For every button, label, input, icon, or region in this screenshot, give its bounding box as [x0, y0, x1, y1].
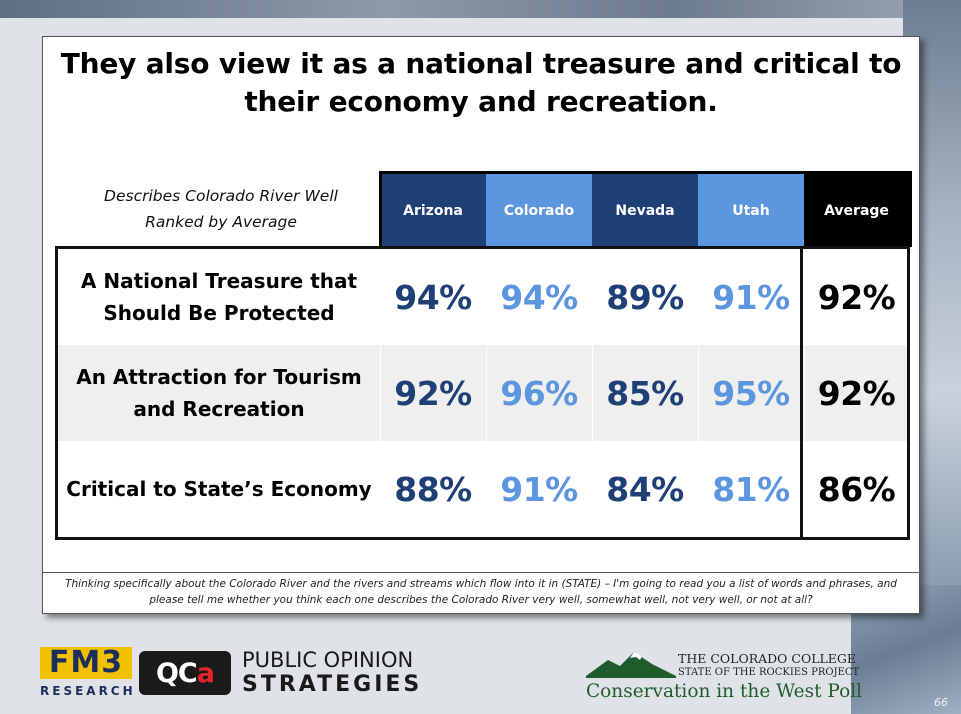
pos-logo-line-1: PUBLIC OPINION	[242, 648, 414, 672]
page-number: 66	[934, 696, 948, 709]
value-cell-arizona: 92%	[394, 373, 472, 413]
table-row: An Attraction for Tourism and Recreation 9…	[58, 345, 907, 441]
value-cell-arizona: 94%	[394, 277, 472, 317]
row-label-line-1: A National Treasure that	[80, 269, 358, 293]
pos-logo-line-2: STRATEGIES	[242, 672, 423, 697]
value-cell-nevada: 85%	[606, 373, 684, 413]
value-cell-colorado: 91%	[500, 469, 578, 509]
column-separator	[592, 249, 593, 345]
table-row: Critical to State’s Economy 88% 91% 84% 81% 8…	[58, 441, 907, 537]
column-separator	[486, 441, 487, 537]
background-top-band	[0, 0, 961, 18]
row-label: A National Treasure that Should Be Protec…	[58, 249, 380, 345]
row-label-line-2: Should Be Protected	[103, 301, 335, 325]
subheading-line-2: Ranked by Average	[145, 213, 297, 231]
fm3-research-logo: FM3 RESEARCH	[40, 647, 136, 699]
column-separator	[380, 345, 381, 441]
slide-card: They also view it as a national treasure…	[42, 36, 920, 614]
value-cell-average: 92%	[817, 277, 896, 317]
mountain-icon	[586, 652, 676, 678]
footnote-line-2: please tell me whether you think each on…	[149, 594, 813, 606]
value-cell-average: 86%	[817, 469, 896, 509]
qca-logo-letters: QC	[155, 657, 198, 689]
colorado-college-line-2: STATE OF THE ROCKIES PROJECT	[678, 667, 860, 678]
subheading-line-1: Describes Colorado River Well	[104, 187, 338, 205]
table-subheading: Describes Colorado River Well Ranked by …	[61, 183, 381, 235]
column-separator	[380, 249, 381, 345]
footnote-rule	[43, 572, 919, 573]
value-cell-utah: 81%	[712, 469, 790, 509]
qca-logo: QC a	[139, 651, 231, 695]
column-separator	[380, 441, 381, 537]
column-separator	[698, 345, 699, 441]
column-separator	[804, 441, 805, 537]
value-cell-nevada: 84%	[606, 469, 684, 509]
average-column-divider	[800, 246, 803, 540]
row-label: An Attraction for Tourism and Recreation	[58, 345, 380, 441]
column-separator	[804, 345, 805, 441]
column-header-utah: Utah	[698, 174, 804, 247]
column-separator	[592, 441, 593, 537]
value-cell-colorado: 94%	[500, 277, 578, 317]
column-separator	[592, 345, 593, 441]
row-label-line-1: Critical to State’s Economy	[66, 477, 372, 501]
column-header-colorado: Colorado	[486, 174, 592, 247]
row-label-line-2: and Recreation	[133, 397, 305, 421]
question-footnote: Thinking specifically about the Colorado…	[43, 576, 919, 608]
column-separator	[698, 249, 699, 345]
column-separator	[486, 249, 487, 345]
column-header-nevada: Nevada	[592, 174, 698, 247]
slide-title: They also view it as a national treasure…	[60, 47, 902, 118]
value-cell-utah: 95%	[712, 373, 790, 413]
fm3-logo-word: RESEARCH	[40, 684, 136, 698]
value-cell-arizona: 88%	[394, 469, 472, 509]
table-row: A National Treasure that Should Be Protec…	[58, 249, 907, 345]
fm3-logo-mark: FM3	[40, 647, 132, 679]
value-cell-utah: 91%	[712, 277, 790, 317]
colorado-college-line-1: THE COLORADO COLLEGE	[678, 651, 857, 666]
row-label-line-1: An Attraction for Tourism	[76, 365, 362, 389]
column-separator	[486, 345, 487, 441]
poll-name: Conservation in the West Poll	[586, 681, 863, 702]
qca-logo-accent: a	[196, 657, 215, 689]
footnote-line-1: Thinking specifically about the Colorado…	[65, 578, 897, 590]
column-separator	[698, 441, 699, 537]
value-cell-nevada: 89%	[606, 277, 684, 317]
row-label: Critical to State’s Economy	[58, 441, 380, 537]
column-separator	[804, 249, 805, 345]
value-cell-average: 92%	[817, 373, 896, 413]
value-cell-colorado: 96%	[500, 373, 578, 413]
column-header-arizona: Arizona	[380, 174, 486, 247]
column-header-average: Average	[804, 174, 909, 247]
